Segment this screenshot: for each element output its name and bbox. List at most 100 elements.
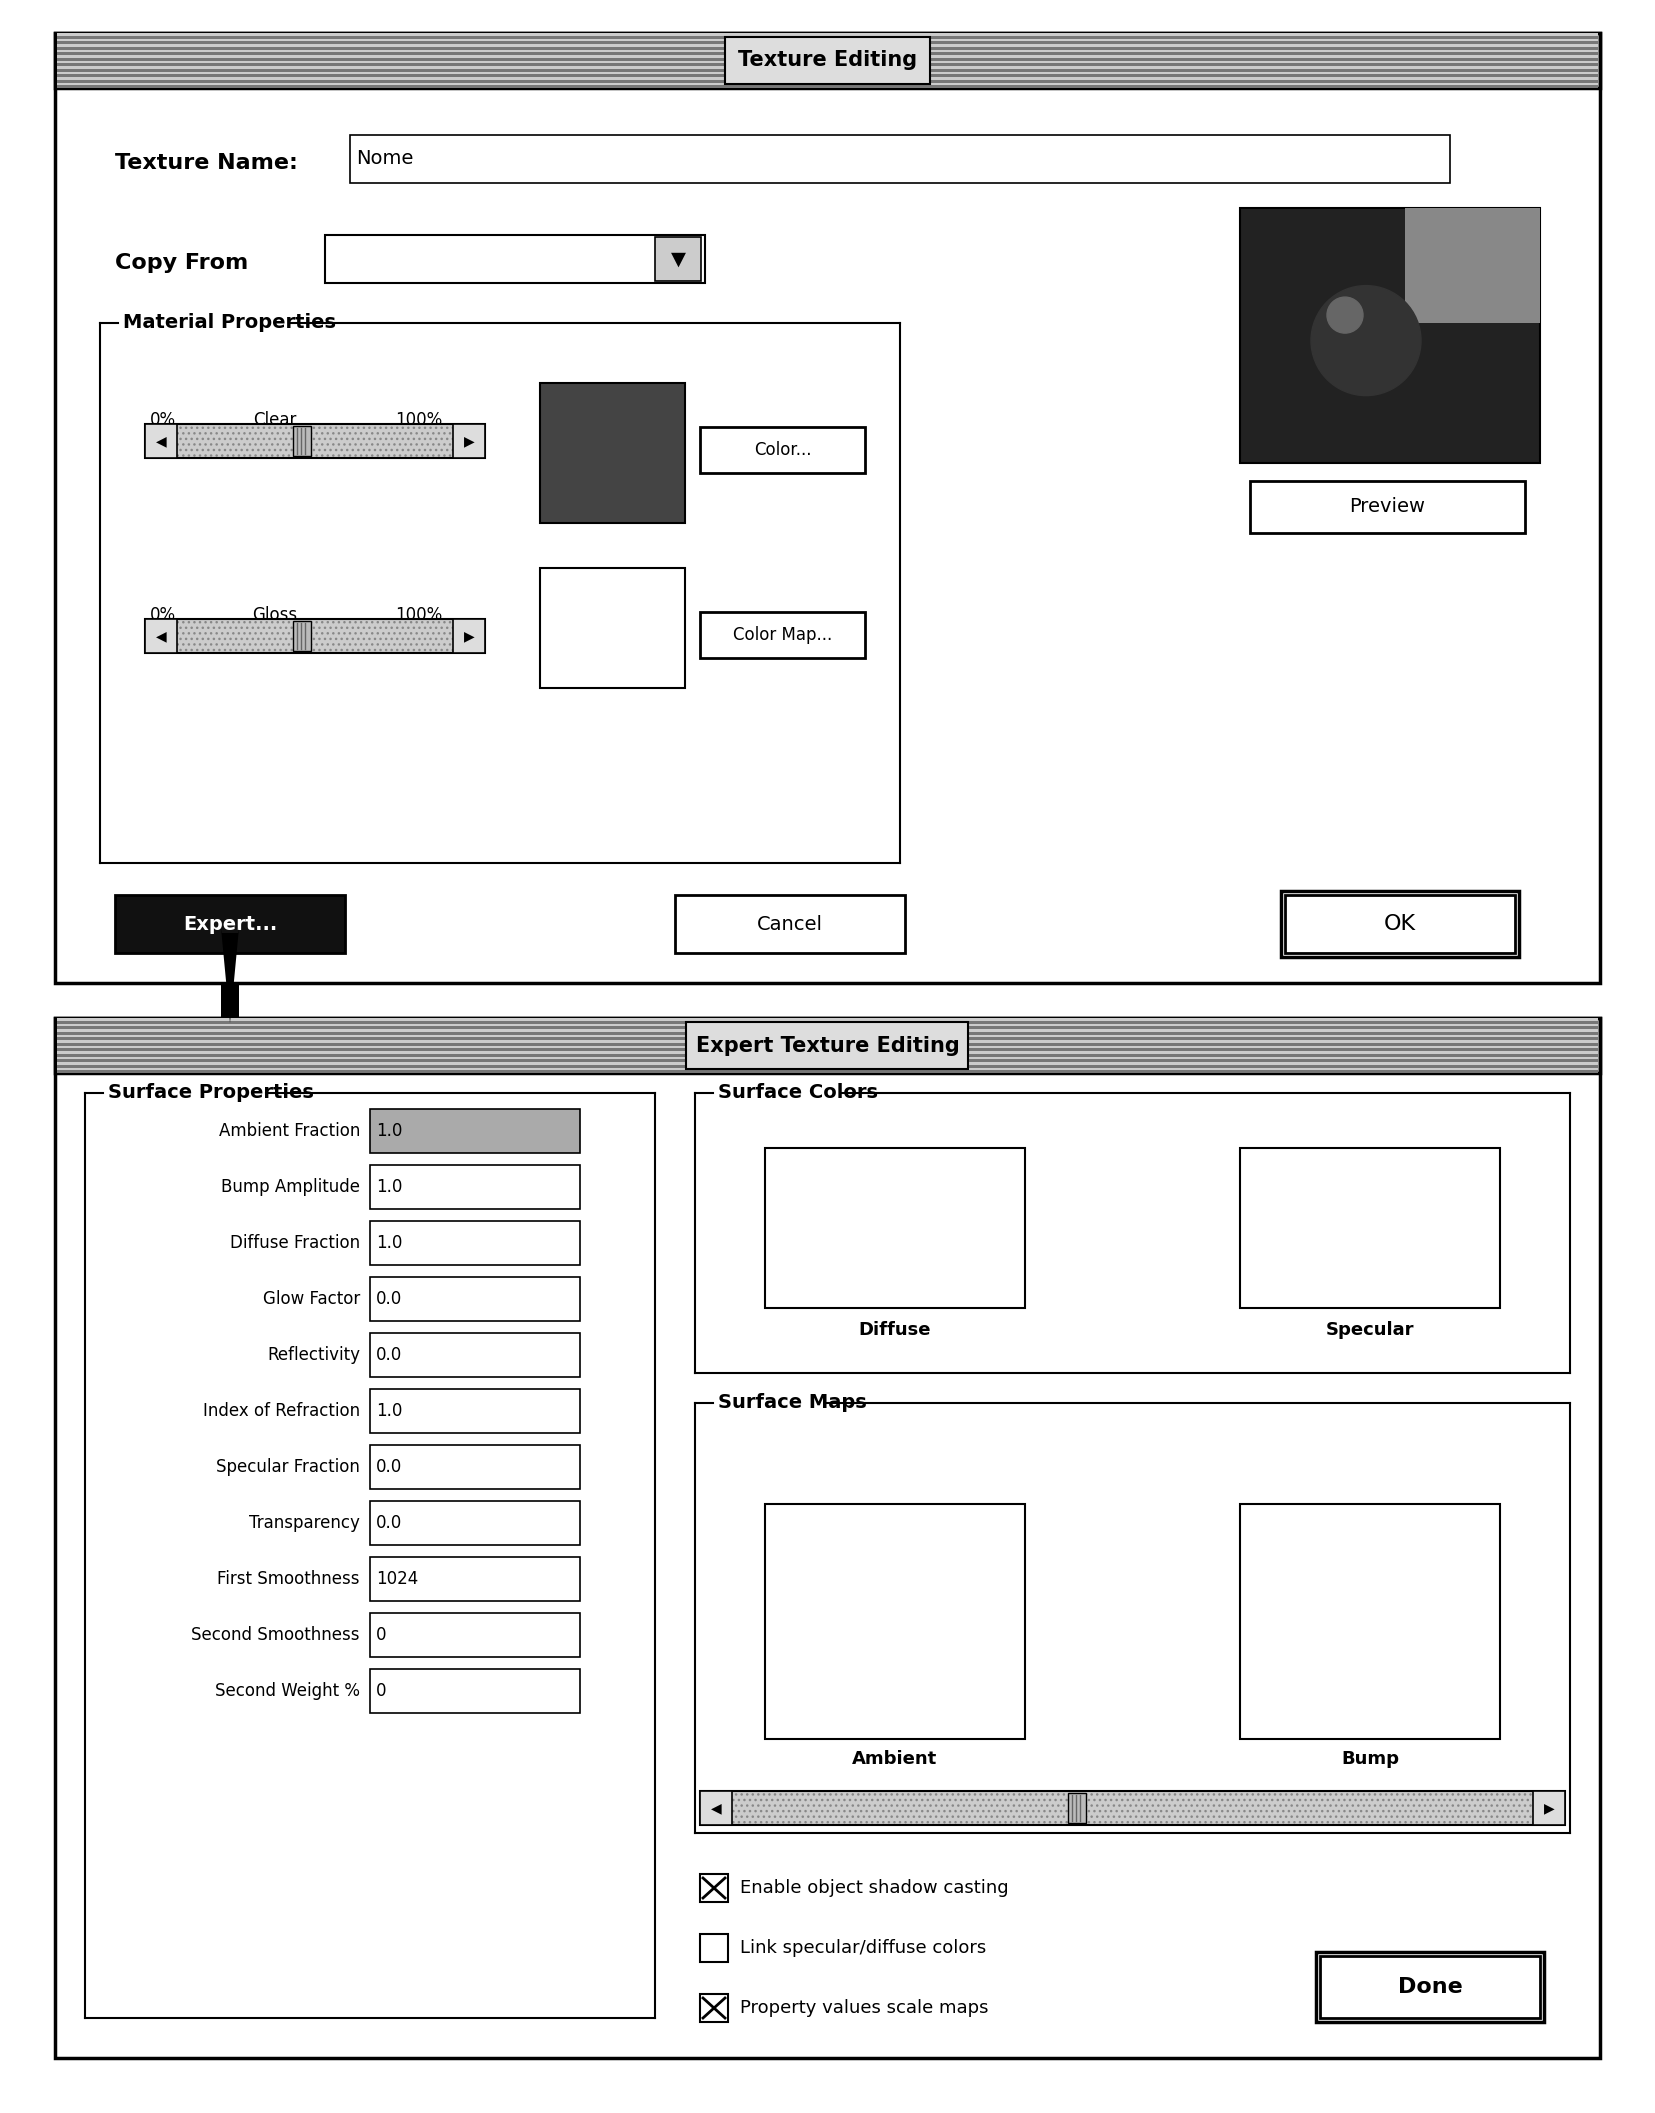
- Bar: [56, 1029, 1597, 1031]
- Bar: [697, 1095, 1567, 1371]
- Bar: [56, 1042, 1597, 1046]
- Text: 1.0: 1.0: [376, 1234, 402, 1253]
- Bar: [56, 70, 1597, 72]
- Bar: [56, 38, 1597, 42]
- Text: Done: Done: [1397, 1978, 1461, 1997]
- Bar: [56, 1048, 1597, 1050]
- Bar: [56, 1046, 1597, 1048]
- Bar: [700, 1995, 728, 2022]
- Bar: [293, 427, 311, 456]
- Text: 0.0: 0.0: [376, 1515, 402, 1532]
- Circle shape: [1326, 298, 1362, 334]
- Text: 0%: 0%: [151, 412, 175, 429]
- Text: Texture Editing: Texture Editing: [738, 51, 917, 70]
- Bar: [540, 568, 685, 689]
- Text: ◀: ◀: [710, 1800, 722, 1815]
- Text: ▶: ▶: [1542, 1800, 1554, 1815]
- Bar: [56, 63, 1597, 66]
- Bar: [56, 82, 1597, 85]
- Bar: [56, 80, 1597, 82]
- Bar: [220, 983, 238, 1018]
- Bar: [369, 1221, 579, 1266]
- Text: Reflectivity: Reflectivity: [266, 1346, 359, 1365]
- Bar: [56, 36, 1597, 38]
- Bar: [700, 1874, 728, 1902]
- Bar: [56, 1023, 1597, 1027]
- Bar: [369, 1612, 579, 1657]
- Text: 0: 0: [376, 1682, 386, 1701]
- Text: 0.0: 0.0: [376, 1458, 402, 1477]
- Bar: [453, 619, 485, 653]
- Text: Surface Maps: Surface Maps: [718, 1392, 866, 1411]
- Bar: [56, 1037, 1597, 1040]
- Text: Copy From: Copy From: [114, 254, 248, 273]
- Text: ▶: ▶: [463, 433, 473, 448]
- Bar: [56, 85, 1597, 89]
- Text: Texture Name:: Texture Name:: [114, 152, 298, 173]
- Bar: [56, 49, 1597, 53]
- Text: 100%: 100%: [396, 412, 442, 429]
- Bar: [700, 613, 864, 657]
- Bar: [700, 427, 864, 473]
- Text: 0.0: 0.0: [376, 1346, 402, 1365]
- Bar: [725, 38, 930, 85]
- Bar: [1240, 1504, 1499, 1739]
- Bar: [369, 1109, 579, 1154]
- Bar: [1316, 1952, 1542, 2022]
- Bar: [765, 1504, 1024, 1739]
- Bar: [56, 1018, 1597, 1021]
- Bar: [56, 55, 1597, 57]
- Bar: [700, 1792, 732, 1826]
- Bar: [56, 1027, 1597, 1029]
- Text: 0%: 0%: [151, 606, 175, 623]
- Bar: [1533, 1792, 1564, 1826]
- Bar: [700, 1792, 1564, 1826]
- Bar: [687, 1023, 968, 1069]
- Bar: [56, 1040, 1597, 1042]
- Text: Transparency: Transparency: [248, 1515, 359, 1532]
- Bar: [56, 57, 1597, 61]
- Text: Ambient Fraction: Ambient Fraction: [218, 1122, 359, 1141]
- Bar: [453, 425, 485, 459]
- Bar: [369, 1500, 579, 1545]
- Bar: [56, 44, 1597, 46]
- Text: Expert...: Expert...: [182, 915, 276, 934]
- Bar: [1403, 207, 1539, 323]
- Bar: [56, 1031, 1597, 1035]
- Text: Bump: Bump: [1341, 1750, 1398, 1769]
- Text: ▶: ▶: [463, 630, 473, 642]
- Bar: [675, 896, 904, 953]
- Bar: [56, 74, 1597, 76]
- Text: Expert Texture Editing: Expert Texture Editing: [695, 1035, 958, 1056]
- Bar: [369, 1333, 579, 1378]
- Bar: [146, 619, 177, 653]
- Bar: [56, 1056, 1597, 1059]
- Bar: [765, 1147, 1024, 1308]
- Text: Surface Colors: Surface Colors: [718, 1084, 877, 1103]
- Bar: [56, 61, 1597, 63]
- Text: Index of Refraction: Index of Refraction: [204, 1403, 359, 1420]
- Polygon shape: [161, 928, 300, 1023]
- Bar: [146, 619, 485, 653]
- Bar: [56, 34, 1597, 36]
- Bar: [56, 1071, 1597, 1073]
- Bar: [369, 1669, 579, 1714]
- Text: Preview: Preview: [1349, 497, 1425, 516]
- Text: Cancel: Cancel: [756, 915, 823, 934]
- Bar: [1250, 482, 1524, 532]
- Bar: [55, 1018, 1599, 2058]
- Text: 0: 0: [376, 1627, 386, 1644]
- Bar: [540, 382, 685, 524]
- Bar: [1281, 892, 1518, 957]
- Bar: [88, 1095, 652, 2016]
- Text: Nome: Nome: [356, 150, 414, 169]
- Text: 1.0: 1.0: [376, 1122, 402, 1141]
- Text: Second Weight %: Second Weight %: [215, 1682, 359, 1701]
- Text: 100%: 100%: [396, 606, 442, 623]
- Bar: [56, 1065, 1597, 1067]
- Bar: [56, 72, 1597, 74]
- Bar: [1284, 896, 1514, 953]
- Bar: [700, 1933, 728, 1963]
- Text: Glow Factor: Glow Factor: [263, 1291, 359, 1308]
- Text: Diffuse Fraction: Diffuse Fraction: [230, 1234, 359, 1253]
